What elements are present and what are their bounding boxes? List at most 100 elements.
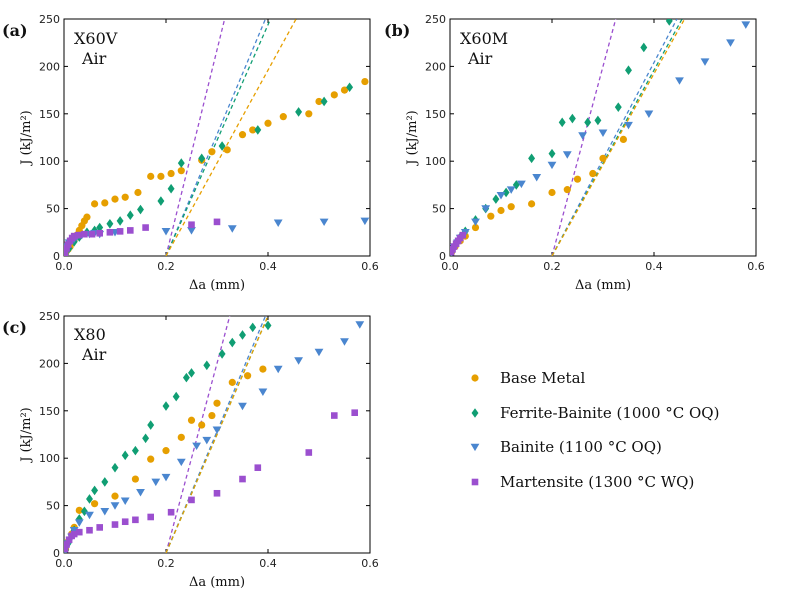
legend-label-bainite: Bainite (1100 °C OQ) xyxy=(500,438,662,456)
data-point-base-metal xyxy=(134,188,142,197)
data-point-base-metal xyxy=(91,500,99,508)
data-point-martensite-1300-c-wq xyxy=(111,521,119,528)
axes-frame-b xyxy=(449,18,757,257)
data-point-ferrite-bainite-1000-c-oq xyxy=(121,450,129,461)
panel-letter-a: (a) xyxy=(2,21,28,40)
data-point-ferrite-bainite-1000-c-oq xyxy=(167,183,175,194)
data-point-ferrite-bainite-1000-c-oq xyxy=(640,42,648,53)
legend-marker-bainite-1100-c-oq xyxy=(470,443,480,452)
legend-label-base-metal: Base Metal xyxy=(500,369,586,387)
data-layer-b xyxy=(450,19,751,256)
data-point-base-metal xyxy=(121,193,129,201)
data-point-bainite-1100-c-oq xyxy=(517,180,526,189)
y-tick-label-c: 150 xyxy=(39,405,60,418)
series-ferrite-bainite-1000-c-oq-a xyxy=(64,82,354,256)
data-point-ferrite-bainite-1000-c-oq xyxy=(86,494,93,504)
data-point-martensite-1300-c-wq xyxy=(70,232,78,240)
data-point-bainite-1100-c-oq xyxy=(85,511,94,520)
data-point-bainite-1100-c-oq xyxy=(136,489,145,497)
y-tick-label-a: 200 xyxy=(39,60,60,73)
x-tick-label-a: 0.4 xyxy=(259,260,277,273)
data-point-bainite-1100-c-oq xyxy=(161,228,171,236)
series-martensite-1300-c-wq-b xyxy=(450,231,467,256)
data-point-ferrite-bainite-1000-c-oq xyxy=(492,194,500,204)
data-point-base-metal xyxy=(187,416,196,424)
y-tick-label-b: 200 xyxy=(425,60,446,73)
data-point-ferrite-bainite-1000-c-oq xyxy=(80,506,88,517)
data-point-base-metal xyxy=(157,172,165,180)
data-point-martensite-1300-c-wq xyxy=(81,230,88,238)
data-point-bainite-1100-c-oq xyxy=(675,77,684,85)
data-point-bainite-1100-c-oq xyxy=(319,218,329,227)
data-point-martensite-1300-c-wq xyxy=(76,528,83,536)
data-point-base-metal xyxy=(315,97,323,106)
construction-line-ferrite-bainite-1000-c-oq-a xyxy=(165,19,272,256)
data-point-base-metal xyxy=(208,148,216,156)
data-point-bainite-1100-c-oq xyxy=(176,458,186,467)
data-point-base-metal xyxy=(111,492,119,500)
data-point-martensite-1300-c-wq xyxy=(74,231,82,239)
data-point-bainite-1100-c-oq xyxy=(120,497,130,506)
data-point-ferrite-bainite-1000-c-oq xyxy=(295,107,303,117)
data-point-base-metal xyxy=(573,175,582,183)
data-point-ferrite-bainite-1000-c-oq xyxy=(101,477,109,487)
data-point-base-metal xyxy=(599,154,607,162)
data-layer-c xyxy=(64,316,365,553)
y-axis-label-b: J (kJ/m²) xyxy=(405,110,420,167)
x-tick-label-a: 0.0 xyxy=(55,260,73,273)
data-point-base-metal xyxy=(228,378,236,386)
x-tick-label-b: 0.4 xyxy=(645,260,663,273)
data-point-base-metal xyxy=(238,131,247,139)
y-tick-label-b: 150 xyxy=(425,108,446,121)
data-point-base-metal xyxy=(244,372,252,380)
y-tick-label-b: 0 xyxy=(439,250,446,263)
data-point-bainite-1100-c-oq xyxy=(644,110,654,118)
legend-marker-base-metal xyxy=(471,374,479,382)
data-point-base-metal xyxy=(213,399,221,407)
axes-frame-c xyxy=(63,315,371,554)
x-tick-label-c: 0.0 xyxy=(55,557,73,570)
data-point-bainite-1100-c-oq xyxy=(192,442,201,451)
data-point-bainite-1100-c-oq xyxy=(212,426,222,434)
data-point-base-metal xyxy=(177,167,185,175)
data-point-base-metal xyxy=(528,200,536,208)
data-point-base-metal xyxy=(340,86,349,94)
environment-label-a: Air xyxy=(81,49,107,68)
data-point-martensite-1300-c-wq xyxy=(64,541,70,548)
legend-marker-martensite xyxy=(471,478,479,486)
y-tick-label-c: 200 xyxy=(39,357,60,370)
data-point-martensite-1300-c-wq xyxy=(106,229,114,236)
environment-label-c: Air xyxy=(81,345,107,364)
material-label-a: X60V xyxy=(74,29,118,48)
data-point-base-metal xyxy=(83,213,91,221)
x-tick-label-b: 0.6 xyxy=(747,260,765,273)
data-point-bainite-1100-c-oq xyxy=(74,519,84,527)
data-point-ferrite-bainite-1000-c-oq xyxy=(249,322,257,333)
data-point-martensite-1300-c-wq xyxy=(167,508,175,516)
data-point-bainite-1100-c-oq xyxy=(741,21,751,29)
data-point-base-metal xyxy=(111,195,119,203)
y-tick-label-a: 100 xyxy=(39,155,60,168)
data-point-bainite-1100-c-oq xyxy=(227,225,237,233)
x-tick-label-b: 0.0 xyxy=(441,260,459,273)
data-point-ferrite-bainite-1000-c-oq xyxy=(203,360,211,371)
panels-group: 0.0 0.2 0.4 0.6 0 50 100 150 200 250 Δa (mm) J (kJ/… xyxy=(2,13,765,590)
data-point-ferrite-bainite-1000-c-oq xyxy=(528,153,536,164)
data-point-base-metal xyxy=(223,146,231,154)
data-point-ferrite-bainite-1000-c-oq xyxy=(116,216,124,226)
legend-marker-martensite-1300-c-wq xyxy=(471,478,479,486)
y-tick-label-c: 0 xyxy=(53,547,60,560)
series-bainite-1100-c-oq-c xyxy=(64,321,365,553)
data-point-bainite-1100-c-oq xyxy=(69,526,79,535)
y-tick-label-a: 50 xyxy=(46,203,60,216)
legend: Base Metal Ferrite-Bainite (1000 °C OQ) … xyxy=(470,369,719,491)
data-point-ferrite-bainite-1000-c-oq xyxy=(625,65,632,75)
data-point-ferrite-bainite-1000-c-oq xyxy=(126,210,134,221)
data-point-martensite-1300-c-wq xyxy=(116,228,124,235)
series-bainite-1100-c-oq-b xyxy=(450,21,751,256)
data-point-ferrite-bainite-1000-c-oq xyxy=(218,141,226,151)
data-point-bainite-1100-c-oq xyxy=(532,174,542,182)
data-point-bainite-1100-c-oq xyxy=(360,217,370,226)
data-point-martensite-1300-c-wq xyxy=(459,231,467,239)
